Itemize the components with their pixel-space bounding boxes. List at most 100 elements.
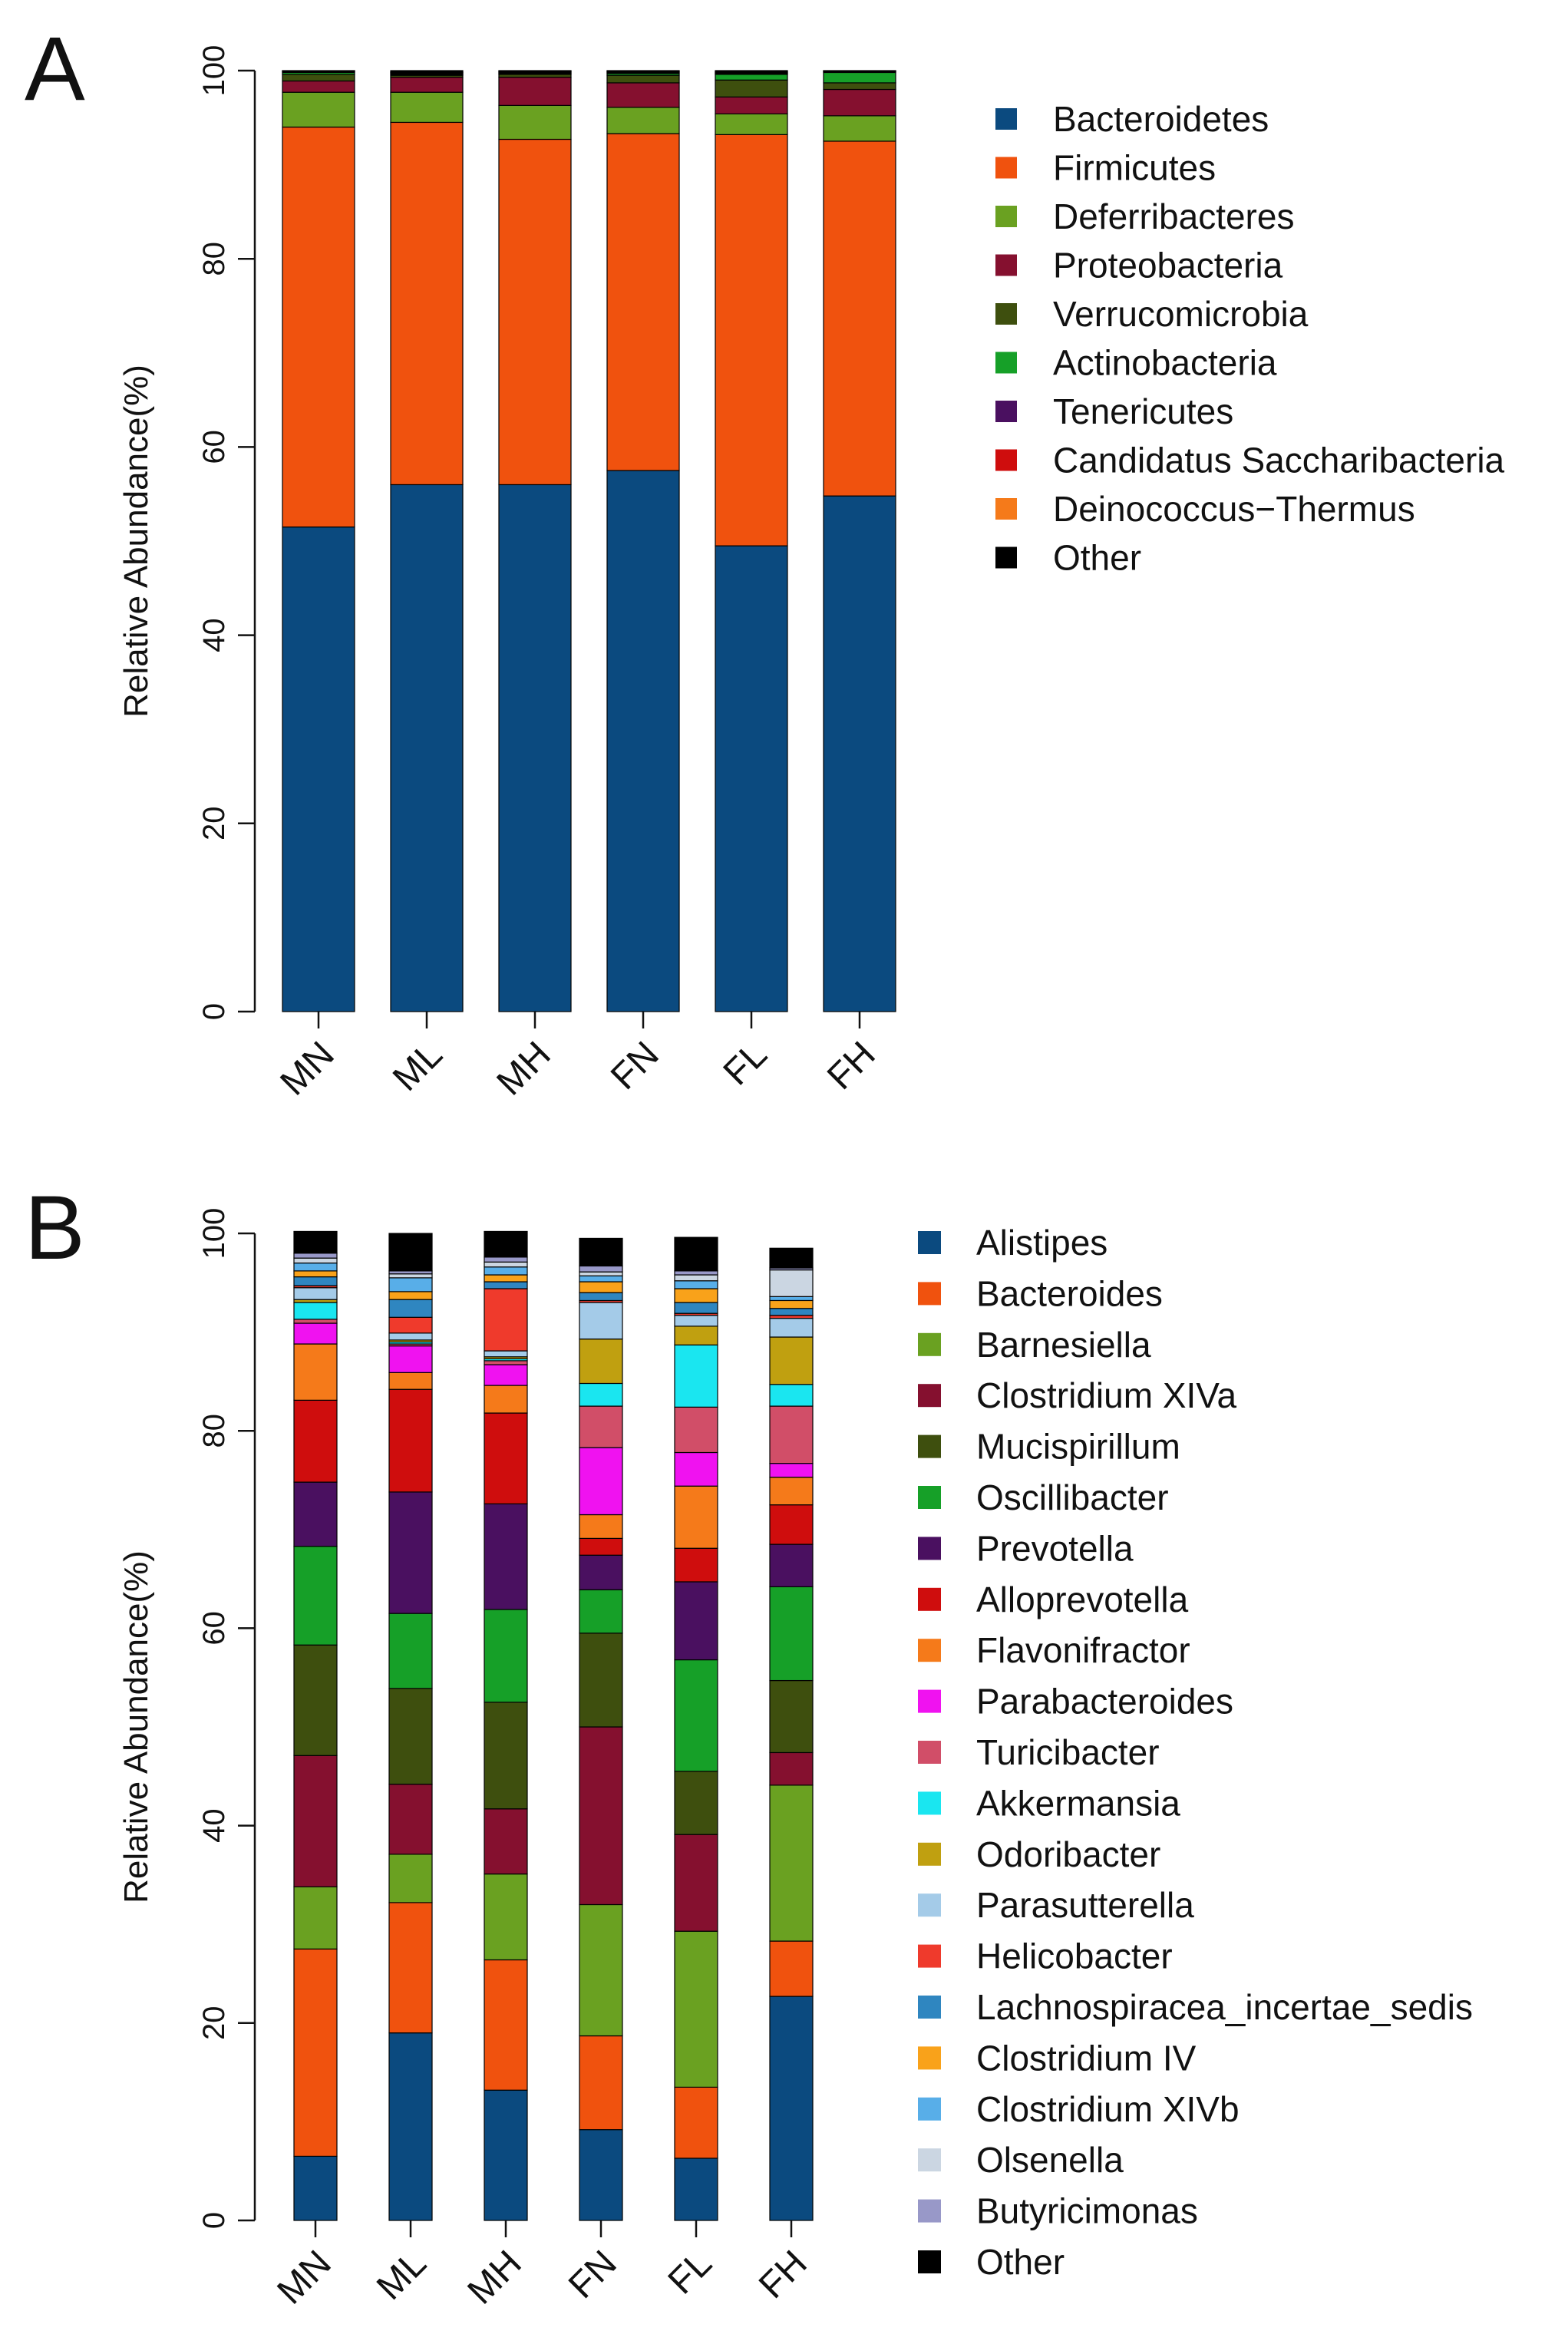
panel-b-legend-label-helicobacter: Helicobacter bbox=[976, 1936, 1173, 1976]
panel-a-bar-mn-firmicutes bbox=[282, 126, 355, 528]
panel-a-bar-fl-proteobacteria bbox=[715, 96, 788, 114]
panel-b-bar-mh-flavonifractor bbox=[484, 1385, 528, 1414]
panel-b-bar-mn-other bbox=[293, 1230, 338, 1254]
panel-b-legend-label-lachnospiracea-incertae-sedis: Lachnospiracea_incertae_sedis bbox=[976, 1987, 1473, 2027]
panel-a-y-tick-label: 100 bbox=[197, 45, 231, 97]
panel-b-bar-mn-bacteroides bbox=[293, 1948, 338, 2157]
panel-b-y-tick-label: 20 bbox=[197, 2006, 231, 2041]
panel-b-bar-fl-akkermansia bbox=[674, 1344, 718, 1408]
panel-b-legend-label-oscillibacter: Oscillibacter bbox=[976, 1477, 1169, 1517]
panel-a-legend-label-firmicutes: Firmicutes bbox=[1053, 148, 1216, 188]
panel-b-bar-fl-bacteroides bbox=[674, 2086, 718, 2159]
panel-b-bar-mn-parabacteroides bbox=[293, 1322, 338, 1345]
panel-b-bar-fn-turicibacter bbox=[579, 1405, 623, 1448]
panel-b-bar-mn-lachnospiracea-incertae-sedis bbox=[293, 1276, 338, 1286]
panel-b-legend-swatch-alistipes bbox=[918, 1231, 941, 1254]
panel-b-bar-mn-parasutterella bbox=[293, 1287, 338, 1300]
panel-a-bar-fh-actinobacteria bbox=[823, 71, 896, 84]
panel-b-legend-swatch-clostridium-iv bbox=[918, 2046, 941, 2070]
panel-a-legend-swatch-tenericutes bbox=[995, 401, 1017, 422]
panel-b-legend-swatch-helicobacter bbox=[918, 1944, 941, 1968]
panel-a-x-tick-label-fh: FH bbox=[820, 1034, 883, 1098]
panel-b-y-tick-label: 40 bbox=[197, 1808, 231, 1843]
panel-b-bar-fl-clostridium-xivb bbox=[674, 1280, 718, 1289]
panel-b-x-tick-label-fh: FH bbox=[751, 2243, 815, 2306]
panel-b-chart: 0 20 40 60 80 100 Relative Abundance(%) MN ML MH F… bbox=[117, 1208, 1473, 2313]
panel-b-bar-mn-turicibacter bbox=[293, 1319, 338, 1324]
panel-a-x-tick-label-fn: FN bbox=[603, 1034, 667, 1098]
panel-b-bar-fn-akkermansia bbox=[579, 1382, 623, 1407]
panel-b-x-tick-label-mh: MH bbox=[460, 2243, 529, 2312]
panel-b-bar-mn-flavonifractor bbox=[293, 1343, 338, 1401]
panel-a-x-tick-label-mh: MH bbox=[489, 1034, 558, 1103]
panel-b-bar-fh-alloprevotella bbox=[769, 1504, 814, 1545]
panel-b-bar-ml-flavonifractor bbox=[388, 1372, 433, 1390]
panel-a-bar-fh-verrucomicrobia bbox=[823, 82, 896, 91]
panel-b-bar-mh-mucispirillum bbox=[484, 1702, 528, 1810]
panel-b-bar-mh-other bbox=[484, 1230, 528, 1258]
panel-b-bar-fl-barnesiella bbox=[674, 1930, 718, 2088]
panel-a-y-axis-title: Relative Abundance(%) bbox=[117, 365, 155, 718]
panel-b-bar-fh-clostridium-xivb bbox=[769, 1296, 814, 1302]
panel-b-legend-swatch-olsenella bbox=[918, 2148, 941, 2172]
panel-b-bar-fl-mucispirillum bbox=[674, 1771, 718, 1835]
panel-a-bar-fl-deferribacteres bbox=[715, 113, 788, 135]
panel-a-bar-fn-firmicutes bbox=[606, 133, 680, 471]
panel-b-bar-fl-clostridium-xiva bbox=[674, 1834, 718, 1932]
panel-b-legend-swatch-turicibacter bbox=[918, 1741, 941, 1764]
panel-b-bar-fn-clostridium-xivb bbox=[579, 1275, 623, 1283]
panel-a-bar-mn-bacteroidetes bbox=[282, 527, 355, 1012]
panel-a-bar-fl-bacteroidetes bbox=[715, 545, 788, 1012]
panel-b-bar-fh-alistipes bbox=[769, 1996, 814, 2221]
panel-b-legend-label-prevotella: Prevotella bbox=[976, 1528, 1134, 1568]
panel-b-legend-label-butyricimonas: Butyricimonas bbox=[976, 2191, 1198, 2231]
panel-b-bar-ml-prevotella bbox=[388, 1491, 433, 1614]
panel-b-bar-fn-odoribacter bbox=[579, 1339, 623, 1385]
panel-b-y-tick-label: 100 bbox=[197, 1208, 231, 1259]
panel-b-bar-fn-prevotella bbox=[579, 1554, 623, 1590]
panel-b-bar-fl-lachnospiracea-incertae-sedis bbox=[674, 1302, 718, 1314]
panel-b-y-axis-title: Relative Abundance(%) bbox=[117, 1550, 155, 1903]
panel-b-bar-mn-akkermansia bbox=[293, 1302, 338, 1320]
panel-b-bar-fh-parabacteroides bbox=[769, 1463, 814, 1478]
panel-b-bar-fn-butyricimonas bbox=[579, 1265, 623, 1273]
panel-b-bar-fl-flavonifractor bbox=[674, 1485, 718, 1549]
panel-b-bar-mh-clostridium-xiva bbox=[484, 1808, 528, 1875]
panel-b-bar-mn-mucispirillum bbox=[293, 1644, 338, 1756]
panel-b-bar-mh-helicobacter bbox=[484, 1288, 528, 1352]
panel-b-bar-mn-butyricimonas bbox=[293, 1253, 338, 1259]
panel-b-bar-mh-turicibacter bbox=[484, 1360, 528, 1365]
panel-a-bar-ml-firmicutes bbox=[390, 121, 464, 486]
panel-b-bar-fh-odoribacter bbox=[769, 1336, 814, 1385]
panel-a-y-tick-label: 40 bbox=[197, 618, 231, 652]
panel-a-y-tick-label: 20 bbox=[197, 807, 231, 841]
panel-b-bar-fn-alloprevotella bbox=[579, 1537, 623, 1556]
panel-a-legend-label-candidatus-saccharibacteria: Candidatus Saccharibacteria bbox=[1053, 441, 1505, 480]
panel-b-legend-label-barnesiella: Barnesiella bbox=[976, 1325, 1151, 1365]
panel-b-legend-swatch-alloprevotella bbox=[918, 1587, 941, 1611]
panel-a-legend-swatch-deferribacteres bbox=[995, 206, 1017, 227]
panel-b-bar-mn-prevotella bbox=[293, 1481, 338, 1547]
panel-b-bar-fn-alistipes bbox=[579, 2129, 623, 2221]
panel-b-bar-mh-butyricimonas bbox=[484, 1256, 528, 1263]
panel-b-legend-swatch-akkermansia bbox=[918, 1791, 941, 1815]
panel-a-bar-fl-actinobacteria bbox=[715, 74, 788, 81]
panel-b-bar-mh-alloprevotella bbox=[484, 1412, 528, 1504]
panel-b-bar-mh-oscillibacter bbox=[484, 1609, 528, 1703]
panel-a-legend-swatch-verrucomicrobia bbox=[995, 303, 1017, 325]
panel-b-bar-mn-alistipes bbox=[293, 2155, 338, 2221]
panel-b-bar-mn-olsenella bbox=[293, 1257, 338, 1264]
panel-b-bar-fl-odoribacter bbox=[674, 1326, 718, 1345]
panel-a-bar-mn-verrucomicrobia bbox=[282, 74, 355, 82]
panel-a-chart: 0 20 40 60 80 100 Relative Abundance(%) MN ML MH F… bbox=[117, 45, 1505, 1104]
panel-a-legend-label-tenericutes: Tenericutes bbox=[1053, 391, 1233, 431]
panel-b-legend-swatch-clostridium-xiva bbox=[918, 1384, 941, 1408]
panel-b-legend-swatch-bacteroides bbox=[918, 1282, 941, 1306]
panel-b-x-tick-label-fn: FN bbox=[561, 2243, 625, 2306]
panel-b-legend-swatch-clostridium-xivb bbox=[918, 2097, 941, 2121]
panel-b-bar-fl-alloprevotella bbox=[674, 1547, 718, 1583]
panel-b-bar-fh-oscillibacter bbox=[769, 1586, 814, 1682]
panel-b-bar-fh-clostridium-xiva bbox=[769, 1751, 814, 1786]
panel-b-legend-swatch-lachnospiracea-incertae-sedis bbox=[918, 1996, 941, 2019]
panel-b-bar-fl-parabacteroides bbox=[674, 1451, 718, 1487]
